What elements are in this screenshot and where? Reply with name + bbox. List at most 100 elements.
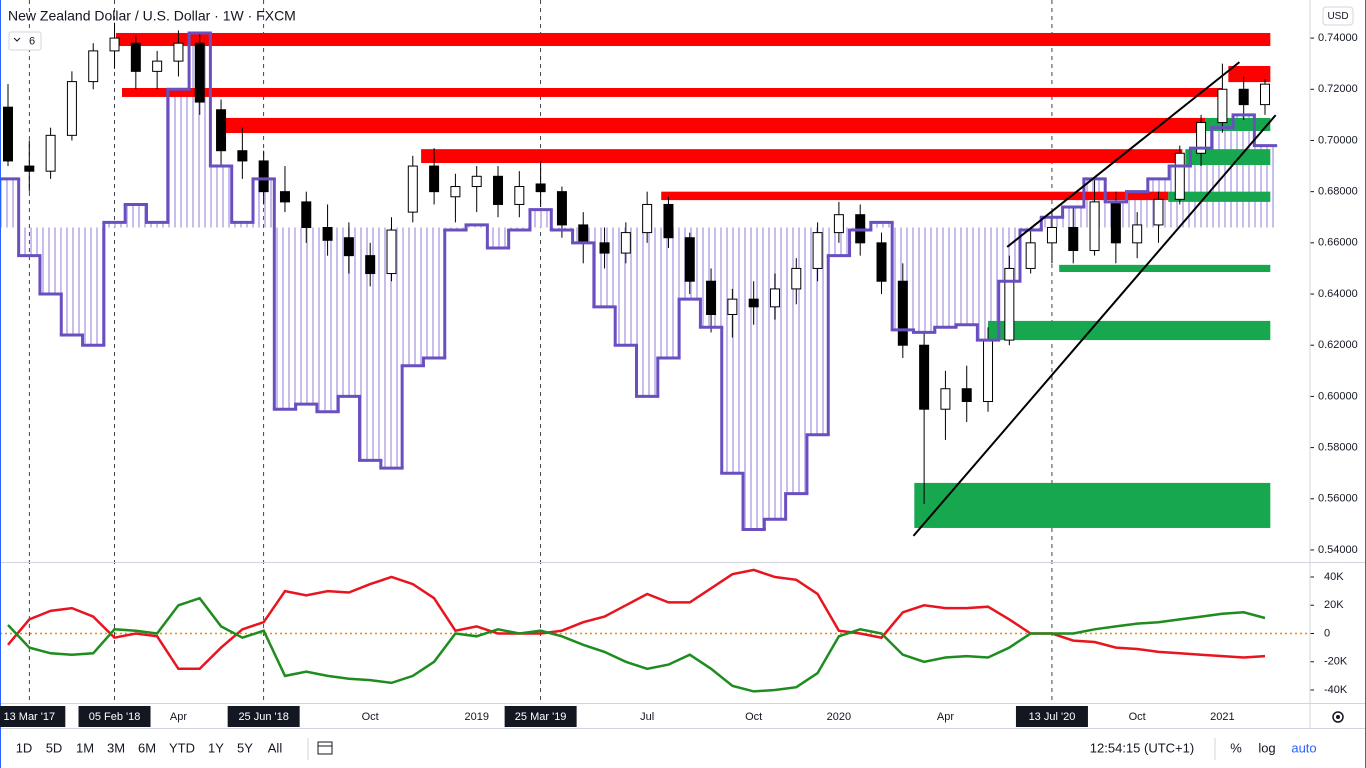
candle-body xyxy=(322,226,333,241)
zone xyxy=(1059,264,1271,273)
y-tick-label: 20K xyxy=(1324,599,1344,611)
candle-body xyxy=(556,191,567,226)
x-tick-label: Oct xyxy=(745,711,762,723)
y-tick-label: 0.54000 xyxy=(1318,544,1358,556)
step-fill xyxy=(956,227,978,325)
step-fill xyxy=(402,227,424,366)
x-tick-label: Jul xyxy=(640,711,654,723)
candle-body xyxy=(407,165,418,213)
zone xyxy=(116,32,1271,47)
zone xyxy=(661,191,1169,201)
x-tick-label: Apr xyxy=(170,711,187,723)
candle-body xyxy=(386,229,397,275)
trendline xyxy=(1006,61,1241,248)
date-label-box xyxy=(504,706,577,727)
range-button[interactable]: 3M xyxy=(107,740,125,755)
candle-body xyxy=(109,37,120,52)
candle-body xyxy=(769,288,780,308)
candle-body xyxy=(1153,198,1164,226)
date-range-icon[interactable] xyxy=(317,741,333,755)
step-fill xyxy=(806,227,829,435)
candle-body xyxy=(876,242,887,282)
candle-body xyxy=(450,186,461,198)
range-button[interactable]: YTD xyxy=(169,740,195,755)
candle-body xyxy=(343,237,354,257)
y-tick-label: 0.64000 xyxy=(1318,288,1358,300)
x-tick-label: 25 Mar '19 xyxy=(515,711,567,723)
candle-body xyxy=(88,50,99,83)
step-fill xyxy=(274,227,296,410)
step-fill xyxy=(82,227,104,346)
y-tick-label: 0.56000 xyxy=(1318,493,1358,505)
candle-body xyxy=(301,201,312,228)
zone xyxy=(121,87,1223,97)
candle-body xyxy=(833,214,844,234)
range-button[interactable]: 6M xyxy=(138,740,156,755)
candle-body xyxy=(258,160,269,193)
candle-body xyxy=(1025,242,1036,269)
indicator-line xyxy=(7,596,1266,693)
candle-body xyxy=(279,191,290,203)
step-fill xyxy=(125,204,147,228)
zone xyxy=(225,117,1206,134)
chevron-icon xyxy=(13,37,21,42)
step-fill xyxy=(913,227,935,333)
range-button[interactable]: 5D xyxy=(46,740,63,755)
candle-body xyxy=(66,81,77,136)
candle-body xyxy=(983,339,994,403)
indicator-badge[interactable] xyxy=(8,31,42,51)
scale-button[interactable]: auto xyxy=(1291,740,1316,755)
date-label-box xyxy=(0,706,66,727)
range-button[interactable]: 5Y xyxy=(237,740,253,755)
zone xyxy=(914,482,1271,528)
candle-body xyxy=(130,42,141,72)
date-label-box xyxy=(227,706,300,727)
candle-body xyxy=(1174,152,1185,200)
candle-body xyxy=(24,165,35,172)
step-fill xyxy=(18,227,40,256)
x-tick-label: 25 Jun '18 xyxy=(238,711,288,723)
range-button[interactable]: 1M xyxy=(76,740,94,755)
candle-body xyxy=(1196,122,1207,154)
clock: 12:54:15 (UTC+1) xyxy=(1090,740,1194,755)
candle-body xyxy=(1132,224,1143,244)
step-fill xyxy=(1126,191,1148,228)
range-button[interactable]: 1D xyxy=(16,740,33,755)
candle-body xyxy=(1046,226,1057,244)
y-tick-label: 0.68000 xyxy=(1318,186,1358,198)
candle-body xyxy=(535,183,546,193)
candle-body xyxy=(1004,267,1015,341)
step-fill xyxy=(231,222,254,228)
scale-button[interactable]: log xyxy=(1258,740,1275,755)
candle-body xyxy=(1068,226,1079,252)
step-fill xyxy=(103,222,126,228)
y-tick-label: 0.62000 xyxy=(1318,339,1358,351)
candle-body xyxy=(684,237,695,282)
gear xyxy=(1332,711,1344,723)
candle-body xyxy=(45,134,56,172)
x-tick-label: Oct xyxy=(362,711,379,723)
step-fill xyxy=(316,227,339,412)
candle-body xyxy=(897,280,908,346)
x-tick-label: 13 Jul '20 xyxy=(1029,711,1076,723)
currency-badge[interactable] xyxy=(1322,6,1354,26)
x-tick-label: 05 Feb '18 xyxy=(89,711,141,723)
step-fill xyxy=(1254,145,1276,228)
x-tick-label: 13 Mar '17 xyxy=(3,711,55,723)
candle-body xyxy=(152,60,163,72)
scale-button[interactable]: % xyxy=(1230,740,1242,755)
step-fill xyxy=(189,32,211,228)
candle-body xyxy=(642,203,653,234)
settings-icon[interactable] xyxy=(1332,711,1344,723)
trendline xyxy=(912,114,1277,537)
range-button[interactable]: All xyxy=(268,740,283,755)
range-button[interactable]: 1Y xyxy=(208,740,224,755)
indicator-line xyxy=(7,568,1266,671)
date-label-box xyxy=(1015,706,1088,727)
x-tick-label: 2020 xyxy=(827,711,851,723)
step-fill xyxy=(61,227,83,335)
y-tick-label: 0.60000 xyxy=(1318,390,1358,402)
step-fill xyxy=(1233,114,1255,228)
candle-body xyxy=(663,203,674,239)
step-fill xyxy=(210,166,232,228)
